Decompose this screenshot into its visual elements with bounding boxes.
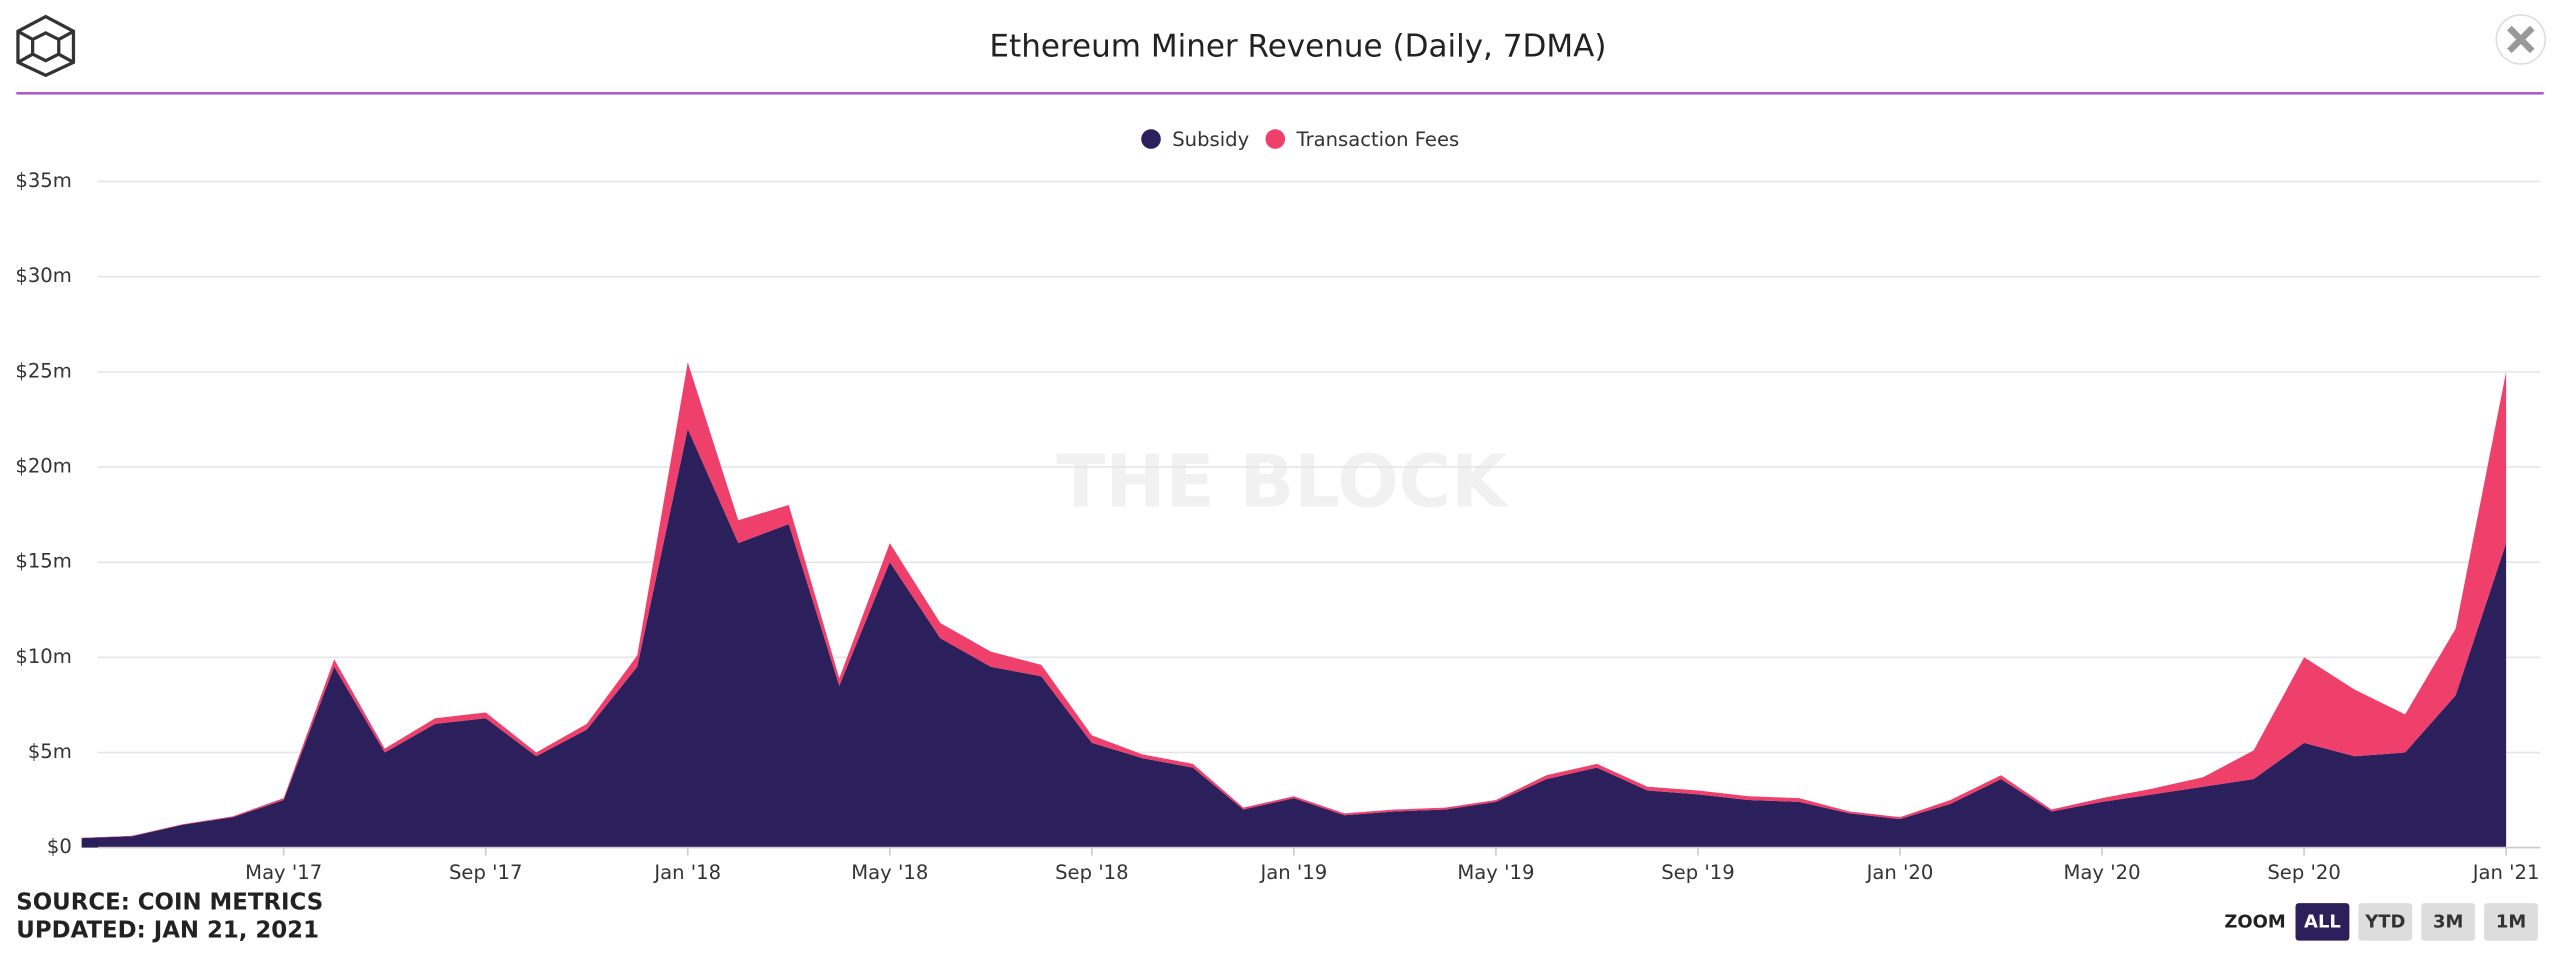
x-tick-label: May '19 (1457, 861, 1534, 884)
area (81, 428, 2507, 848)
y-tick-label: $15m (15, 550, 71, 573)
zoom-button-bg (2358, 903, 2413, 941)
y-tick-label: $0 (47, 835, 72, 858)
y-tick-label: $10m (15, 645, 71, 668)
x-tick-label: Sep '17 (449, 861, 522, 884)
y-tick-label: $30m (15, 264, 71, 287)
zoom-button-label: 3M (2433, 912, 2463, 933)
y-tick-label: $20m (15, 454, 71, 477)
y-tick-label: $25m (15, 359, 71, 382)
legend-label: Transaction Fees (1296, 128, 1460, 151)
logo (16, 14, 76, 78)
x-tick-label: May '17 (245, 861, 322, 884)
updated: UPDATED: JAN 21, 2021 (16, 917, 319, 943)
zoom-button[interactable]: 3M (2421, 903, 2476, 941)
x-tick-label: May '20 (2064, 861, 2141, 884)
source: SOURCE: COIN METRICS (16, 890, 323, 916)
zoom-button[interactable]: YTD (2358, 903, 2413, 941)
x-tick-label: Jan '19 (1259, 861, 1328, 884)
x-tick-label: Jan '18 (652, 861, 721, 884)
y-tick-label: $5m (28, 740, 72, 763)
zoom-button-label: ALL (2304, 912, 2341, 933)
x-tick-label: Jan '20 (1865, 861, 1934, 884)
zoom-button-bg (2421, 903, 2476, 941)
title: Ethereum Miner Revenue (Daily, 7DMA) (989, 29, 1606, 65)
x-tick-label: Sep '18 (1055, 861, 1128, 884)
x-tick-label: Sep '19 (1661, 861, 1734, 884)
zoom-button-bg (2295, 903, 2350, 941)
watermark: THE BLOCK (1056, 439, 1509, 523)
x-tick-label: Jan '21 (2471, 861, 2540, 884)
zoom-button[interactable]: 1M (2484, 903, 2538, 941)
legend-marker (1141, 129, 1161, 149)
zoom-button[interactable]: ALL (2295, 903, 2350, 941)
zoom-button-label: YTD (2364, 912, 2405, 933)
x-tick-label: May '18 (851, 861, 928, 884)
legend-label: Subsidy (1172, 128, 1249, 151)
zoom-label: ZOOM (2224, 912, 2285, 933)
legend-marker (1265, 129, 1286, 149)
zoom-button-label: 1M (2496, 912, 2526, 933)
y-tick-label: $35m (15, 169, 71, 192)
x-tick-label: Sep '20 (2267, 861, 2340, 884)
close-button[interactable] (2495, 14, 2547, 65)
zoom-button-bg (2484, 903, 2538, 941)
